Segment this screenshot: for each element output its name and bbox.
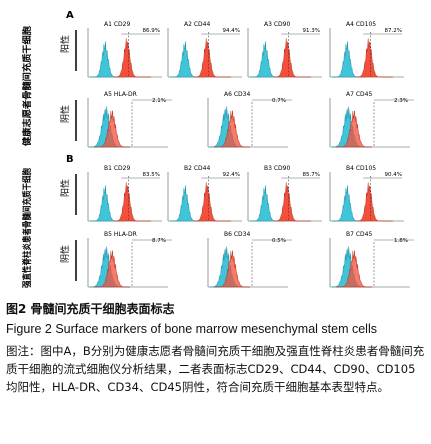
sample-histogram bbox=[214, 250, 250, 288]
sample-histogram bbox=[193, 38, 231, 78]
caption-note: 图注：图中A，B分别为健康志愿者骨髓间充质干细胞及强直性脊柱炎患者骨髓间充质干细… bbox=[6, 344, 425, 394]
percentage: 90.4% bbox=[385, 172, 402, 178]
marker-name: B7 CD45 bbox=[346, 231, 372, 238]
sample-histogram bbox=[336, 110, 372, 148]
control-histogram bbox=[170, 185, 204, 222]
marker-name: A7 CD45 bbox=[346, 91, 372, 98]
marker-name: B6 CD34 bbox=[224, 231, 250, 238]
marker-name: A6 CD34 bbox=[224, 91, 250, 98]
sample-histogram bbox=[273, 182, 311, 222]
sample-histogram bbox=[214, 110, 250, 148]
caption-title: 图2 骨髓间充质干细胞表面标志 bbox=[6, 302, 175, 316]
row-label: 阴性 bbox=[59, 105, 71, 123]
percentage: 0.7% bbox=[272, 98, 286, 104]
control-histogram bbox=[250, 185, 284, 222]
marker-name: A5 HLA-DR bbox=[104, 91, 137, 98]
percentage: 2.3% bbox=[394, 98, 408, 104]
marker-name: A2 CD44 bbox=[184, 21, 210, 28]
row-label: 阳性 bbox=[59, 35, 71, 53]
control-histogram bbox=[90, 185, 124, 222]
sample-histogram bbox=[273, 38, 311, 78]
percentage: 8.7% bbox=[152, 238, 166, 244]
percentage: 83.5% bbox=[143, 172, 160, 178]
control-histogram bbox=[332, 185, 366, 222]
marker-name: B3 CD90 bbox=[264, 165, 290, 172]
sample-histogram bbox=[113, 38, 151, 78]
sample-histogram bbox=[355, 38, 393, 78]
sample-histogram bbox=[355, 182, 393, 222]
row-label: 阴性 bbox=[59, 245, 71, 263]
sample-histogram bbox=[113, 182, 151, 222]
control-histogram bbox=[332, 41, 366, 78]
percentage: 85.7% bbox=[303, 172, 320, 178]
percentage: 91.3% bbox=[303, 28, 320, 34]
marker-name: B5 HLA-DR bbox=[104, 231, 137, 238]
control-histogram bbox=[90, 41, 124, 78]
marker-name: A4 CD105 bbox=[346, 21, 376, 28]
caption-title-en: Figure 2 Surface markers of bone marrow … bbox=[6, 322, 377, 336]
percentage: 94.4% bbox=[223, 28, 240, 34]
sample-histogram bbox=[336, 250, 372, 288]
percentage: 86.9% bbox=[143, 28, 160, 34]
group-label: 健康志愿者骨髓间充质干细胞 bbox=[21, 26, 33, 146]
percentage: 92.4% bbox=[223, 172, 240, 178]
percentage: 1.8% bbox=[394, 238, 408, 244]
panel-label: A bbox=[66, 10, 74, 21]
percentage: 0.5% bbox=[272, 238, 286, 244]
sample-histogram bbox=[94, 250, 130, 288]
caption: 图2 骨髓间充质干细胞表面标志 Figure 2 Surface markers… bbox=[6, 300, 426, 396]
control-histogram bbox=[250, 41, 284, 78]
marker-name: B4 CD105 bbox=[346, 165, 376, 172]
percentage: 2.1% bbox=[152, 98, 166, 104]
row-label: 阳性 bbox=[59, 179, 71, 197]
panel-label: B bbox=[66, 154, 74, 165]
sample-histogram bbox=[193, 182, 231, 222]
sample-histogram bbox=[94, 110, 130, 148]
marker-name: B2 CD44 bbox=[184, 165, 210, 172]
marker-name: A1 CD29 bbox=[104, 21, 130, 28]
marker-name: B1 CD29 bbox=[104, 165, 130, 172]
group-label: 强直性脊柱炎患者骨髓间充质干细胞 bbox=[21, 168, 33, 288]
percentage: 87.2% bbox=[385, 28, 402, 34]
control-histogram bbox=[170, 41, 204, 78]
marker-name: A3 CD90 bbox=[264, 21, 290, 28]
